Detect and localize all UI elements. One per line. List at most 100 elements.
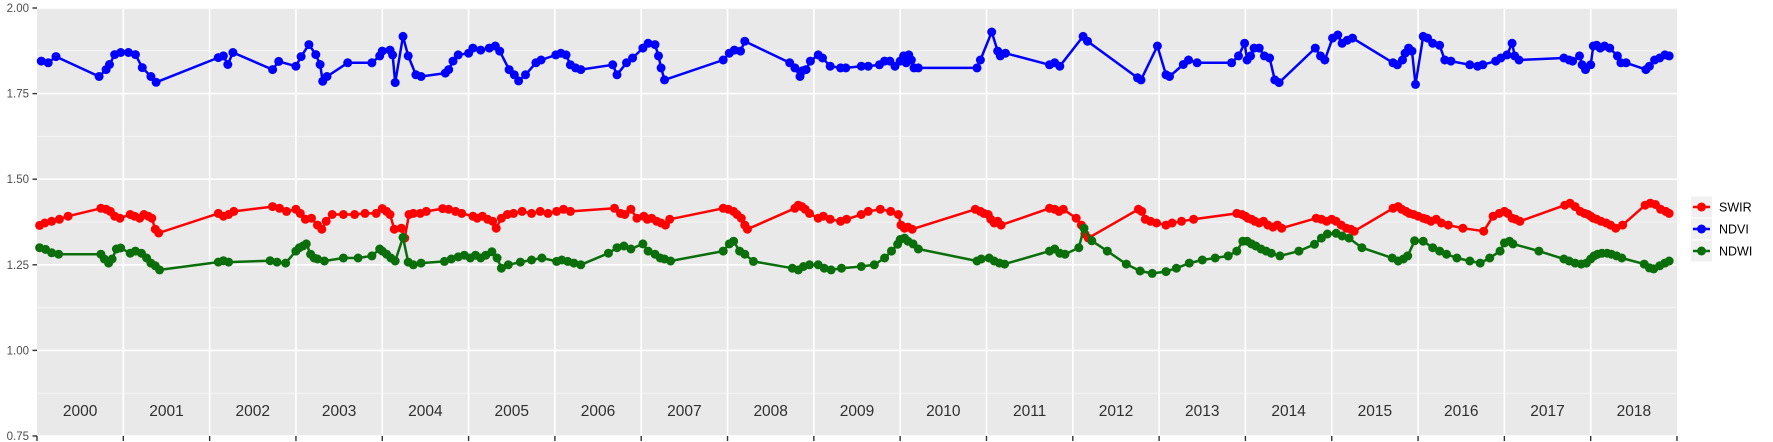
x-axis-label-2001: 2001 [149,403,183,420]
x-axis-label-2007: 2007 [667,403,701,420]
data-point-NDWI [496,263,506,273]
data-point-NDWI [408,260,418,270]
data-point-SWIR [559,204,568,214]
series-NDVI-points [36,27,1674,89]
data-point-NDVI [130,50,140,60]
data-point-NDWI [416,258,426,268]
data-point-NDWI [338,253,348,263]
data-point-NDWI [1184,258,1194,268]
data-point-SWIR [1458,223,1468,233]
data-point-NDWI [1197,255,1207,265]
data-point-NDVI [367,58,377,68]
data-point-SWIR [327,210,337,219]
data-point-SWIR [856,210,866,219]
data-point-NDVI [403,51,413,61]
data-point-NDWI [1310,239,1319,249]
data-point-NDWI [1410,236,1420,246]
data-point-NDVI [805,56,815,66]
data-point-NDVI [818,53,827,63]
data-point-SWIR [40,218,50,228]
data-point-NDVI [1246,51,1256,61]
data-point-NDVI [1348,33,1357,43]
data-point-NDWI [819,263,829,273]
data-point-NDVI [1320,55,1330,65]
data-point-NDVI [228,48,238,57]
data-point-SWIR [115,213,125,223]
data-point-NDVI [1644,61,1654,71]
data-point-NDVI [1514,55,1524,65]
data-point-NDVI [377,46,387,56]
data-point-SWIR [875,204,885,214]
data-point-SWIR [535,206,545,216]
data-point-NDVI [514,76,524,86]
legend-point-NDWI [1697,246,1706,256]
data-point-NDVI [622,58,631,68]
data-point-SWIR [543,208,553,218]
data-point-NDVI [1568,56,1578,66]
data-point-NDVI [906,55,916,65]
x-axis-label-2006: 2006 [581,403,615,420]
x-axis-label-2014: 2014 [1271,403,1306,420]
data-point-NDWI [1171,263,1181,273]
data-point-NDVI [1478,60,1488,70]
data-point-NDVI [146,72,156,81]
data-point-NDWI [718,246,728,256]
series-SWIR [35,198,1674,243]
data-point-SWIR [317,224,327,234]
data-point-NDWI [1060,249,1070,259]
data-point-SWIR [632,213,642,223]
data-point-NDWI [1435,246,1445,256]
data-point-NDWI [826,265,836,275]
x-axis-label-2017: 2017 [1530,403,1564,420]
data-point-NDVI [448,56,458,66]
data-point-NDWI [281,258,291,268]
data-point-SWIR [444,204,454,214]
data-point-NDWI [1135,266,1145,276]
data-point-NDVI [388,50,398,60]
data-point-NDVI [296,52,306,62]
data-point-NDVI [151,77,161,87]
x-axis-labels: 2000 2001 2002 2003 2004 2005 2006 2007 2008 2009… [63,403,1651,420]
data-point-NDWI [1344,233,1354,243]
data-point-SWIR [818,211,828,221]
legend-label-NDWI: NDWI [1719,245,1752,259]
data-point-SWIR [275,203,284,213]
data-point-NDVI [1001,48,1010,58]
data-point-NDWI [1452,253,1462,263]
data-point-SWIR [626,204,636,214]
data-point-NDWI [837,263,846,273]
data-point-NDVI [476,45,486,55]
data-point-NDVI [1184,55,1193,65]
data-point-SWIR [1177,216,1186,226]
x-axis-label-2012: 2012 [1099,403,1133,420]
data-point-NDVI [218,51,228,61]
data-point-NDWI [1322,229,1332,239]
legend-point-NDVI [1697,224,1706,234]
data-point-SWIR [408,208,418,218]
data-point-NDWI [1087,236,1097,246]
data-point-NDWI [729,236,739,246]
data-point-SWIR [307,213,316,223]
data-point-NDWI [1442,249,1451,259]
data-point-NDVI [576,65,586,75]
data-point-NDVI [561,50,571,60]
data-point-NDWI [856,262,866,271]
data-point-NDWI [1210,253,1220,263]
data-point-NDVI [1507,38,1517,48]
data-point-NDVI [1605,43,1615,53]
data-point-NDWI [54,249,64,259]
data-point-SWIR [1515,216,1525,226]
data-point-NDVI [1274,78,1284,88]
data-point-NDVI [612,70,622,80]
axis-ticks [32,7,1678,441]
data-point-NDWI [1337,231,1347,241]
data-point-NDVI [274,56,284,66]
data-point-SWIR [665,214,675,224]
data-point-SWIR [610,203,619,213]
data-point-NDVI [1227,58,1237,68]
data-point-SWIR [350,210,360,219]
data-point-SWIR [805,208,814,218]
data-point-NDWI [612,243,622,253]
data-point-NDWI [1495,246,1505,256]
